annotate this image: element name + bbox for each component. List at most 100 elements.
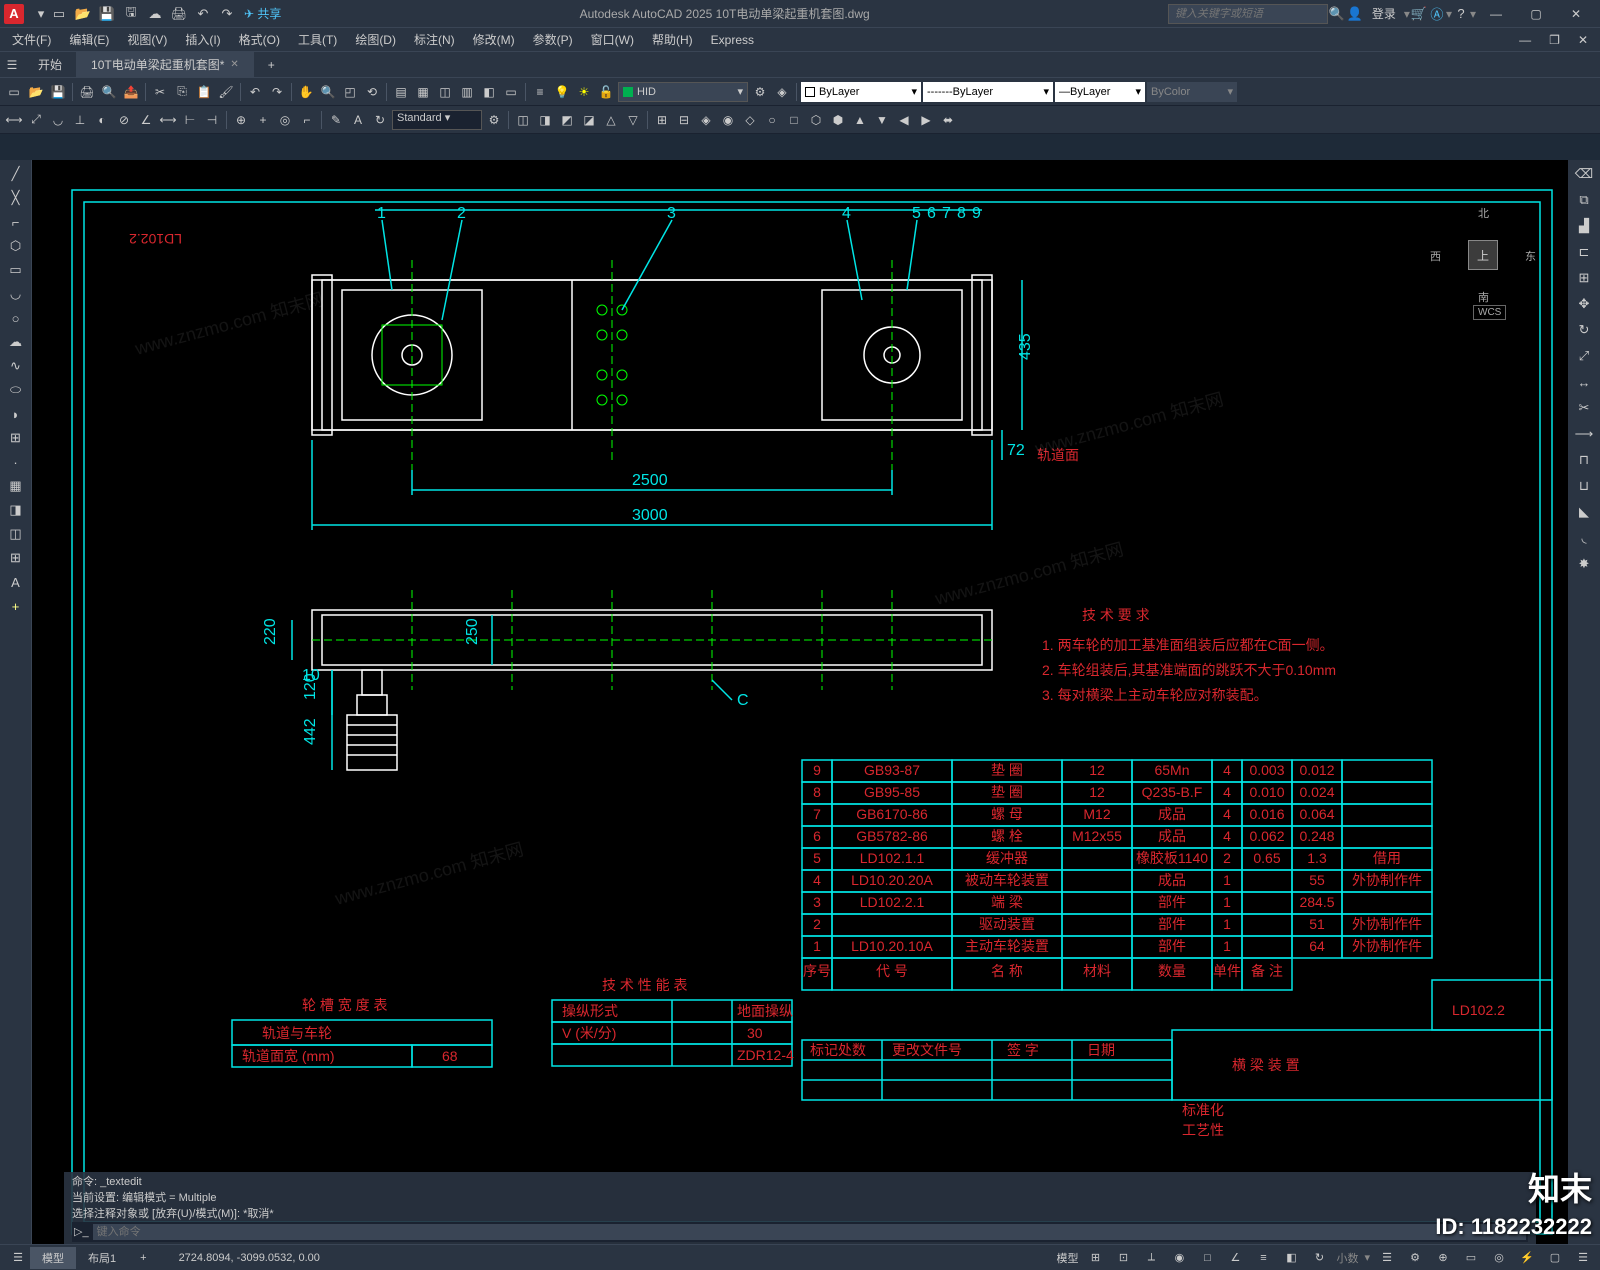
menu-window[interactable]: 窗口(W) [583,29,642,50]
m7-icon[interactable]: ⊞ [652,110,672,130]
plotstyle-dropdown[interactable]: ByColor▾ [1147,82,1237,102]
m10-icon[interactable]: ◉ [718,110,738,130]
move-icon[interactable]: ✥ [1572,294,1596,314]
m16-icon[interactable]: ▲ [850,110,870,130]
menu-view[interactable]: 视图(V) [119,29,175,50]
lineweight-dropdown[interactable]: — ByLayer▾ [1055,82,1145,102]
inspect-icon[interactable]: ◎ [275,110,295,130]
menu-toggle-icon[interactable]: ☰ [0,53,24,77]
web-icon[interactable]: ☁ [146,5,164,23]
m20-icon[interactable]: ⬌ [938,110,958,130]
qcalc-icon[interactable]: ▭ [501,82,521,102]
share-button[interactable]: ✈ 共享 [244,5,281,22]
dim-aligned-icon[interactable]: ⤢ [26,110,46,130]
sb-menu-icon[interactable]: ☰ [6,1246,30,1270]
join-icon[interactable]: ⊔ [1572,476,1596,496]
tab-close-icon[interactable]: ✕ [230,59,238,70]
open-icon[interactable]: 📂 [74,5,92,23]
props-icon[interactable]: ▤ [391,82,411,102]
addsel-icon[interactable]: + [4,596,28,616]
print-icon[interactable]: 🖨 [77,82,97,102]
app-menu-icon[interactable]: Ⓐ [1428,5,1446,23]
center-icon[interactable]: + [253,110,273,130]
menu-express[interactable]: Express [703,31,762,49]
isolate-icon[interactable]: ◎ [1488,1249,1510,1267]
close-button[interactable]: ✕ [1556,0,1596,28]
bulb-icon[interactable]: 💡 [552,82,572,102]
help-icon[interactable]: ? [1452,5,1470,23]
m14-icon[interactable]: ⬡ [806,110,826,130]
window-min-icon[interactable]: — [1511,31,1539,49]
ellipse-arc-icon[interactable]: ◗ [4,404,28,424]
layer-tool-icon[interactable]: ⚙ [750,82,770,102]
cart-icon[interactable]: 🛒 [1410,5,1428,23]
zoom-prev-icon[interactable]: ⟲ [362,82,382,102]
circle-icon[interactable]: ○ [4,308,28,328]
m1-icon[interactable]: ◫ [513,110,533,130]
annomonitor-icon[interactable]: ⊕ [1432,1249,1454,1267]
window-restore-icon[interactable]: ❐ [1541,31,1568,49]
save-file-icon[interactable]: 💾 [48,82,68,102]
extend-icon[interactable]: ⟶ [1572,424,1596,444]
maximize-button[interactable]: ▢ [1516,0,1556,28]
dimupdate-icon[interactable]: ↻ [370,110,390,130]
dim-base-icon[interactable]: ⊢ [180,110,200,130]
menu-file[interactable]: 文件(F) [4,29,59,50]
m15-icon[interactable]: ⬢ [828,110,848,130]
linetype-dropdown[interactable]: ------- ByLayer▾ [923,82,1053,102]
minimize-button[interactable]: — [1476,0,1516,28]
cycling-icon[interactable]: ↻ [1308,1249,1330,1267]
line-icon[interactable]: ╱ [4,164,28,184]
ellipse-icon[interactable]: ⬭ [4,380,28,400]
m4-icon[interactable]: ◪ [579,110,599,130]
app-icon[interactable]: A [4,4,24,24]
m9-icon[interactable]: ◈ [696,110,716,130]
tab-current-drawing[interactable]: 10T电动单梁起重机套图*✕ [77,52,254,77]
offset-icon[interactable]: ⊏ [1572,242,1596,262]
mtext-icon[interactable]: A [4,572,28,592]
dim-rad-icon[interactable]: ◐ [92,110,112,130]
revcloud-icon[interactable]: ☁ [4,332,28,352]
menu-parametric[interactable]: 参数(P) [525,29,581,50]
plot-icon[interactable]: 🖨 [170,5,188,23]
lock-icon[interactable]: 🔓 [596,82,616,102]
lweight-icon[interactable]: ≡ [1252,1249,1274,1267]
dimtedit-icon[interactable]: A [348,110,368,130]
pline-icon[interactable]: ⌐ [4,212,28,232]
window-close-icon[interactable]: ✕ [1570,31,1596,49]
polygon-icon[interactable]: ⬡ [4,236,28,256]
hatch-icon[interactable]: ▦ [4,476,28,496]
chamfer-icon[interactable]: ◣ [1572,502,1596,522]
tab-start[interactable]: 开始 [24,52,77,77]
otrack-icon[interactable]: ∠ [1224,1249,1246,1267]
layers-icon[interactable]: ≡ [530,82,550,102]
new-file-icon[interactable]: ▭ [4,82,24,102]
menu-insert[interactable]: 插入(I) [177,29,228,50]
break-icon[interactable]: ⊓ [1572,450,1596,470]
redo-icon[interactable]: ↷ [218,5,236,23]
ortho-icon[interactable]: ⟂ [1140,1249,1162,1267]
dropdown-icon[interactable]: ▾ [32,5,50,23]
menu-modify[interactable]: 修改(M) [465,29,523,50]
search-icon[interactable]: 🔍 [1328,5,1346,23]
copy2-icon[interactable]: ⧉ [1572,190,1596,210]
dim-arc-icon[interactable]: ◡ [48,110,68,130]
open-file-icon[interactable]: 📂 [26,82,46,102]
m17-icon[interactable]: ▼ [872,110,892,130]
dimstyle-dropdown[interactable]: Standard ▾ [392,110,482,130]
m18-icon[interactable]: ◀ [894,110,914,130]
preview-icon[interactable]: 🔍 [99,82,119,102]
m12-icon[interactable]: ○ [762,110,782,130]
rect-icon[interactable]: ▭ [4,260,28,280]
dim-quick-icon[interactable]: ⟷ [158,110,178,130]
m5-icon[interactable]: △ [601,110,621,130]
trim-icon[interactable]: ✂ [1572,398,1596,418]
qprops-icon[interactable]: ☰ [1376,1249,1398,1267]
markup-icon[interactable]: ◧ [479,82,499,102]
workspace-icon[interactable]: ⚙ [1404,1249,1426,1267]
m13-icon[interactable]: □ [784,110,804,130]
menu-help[interactable]: 帮助(H) [644,29,701,50]
snap-icon[interactable]: ⊡ [1112,1249,1134,1267]
login-link[interactable]: 登录 [1372,5,1396,22]
menu-dimension[interactable]: 标注(N) [406,29,463,50]
